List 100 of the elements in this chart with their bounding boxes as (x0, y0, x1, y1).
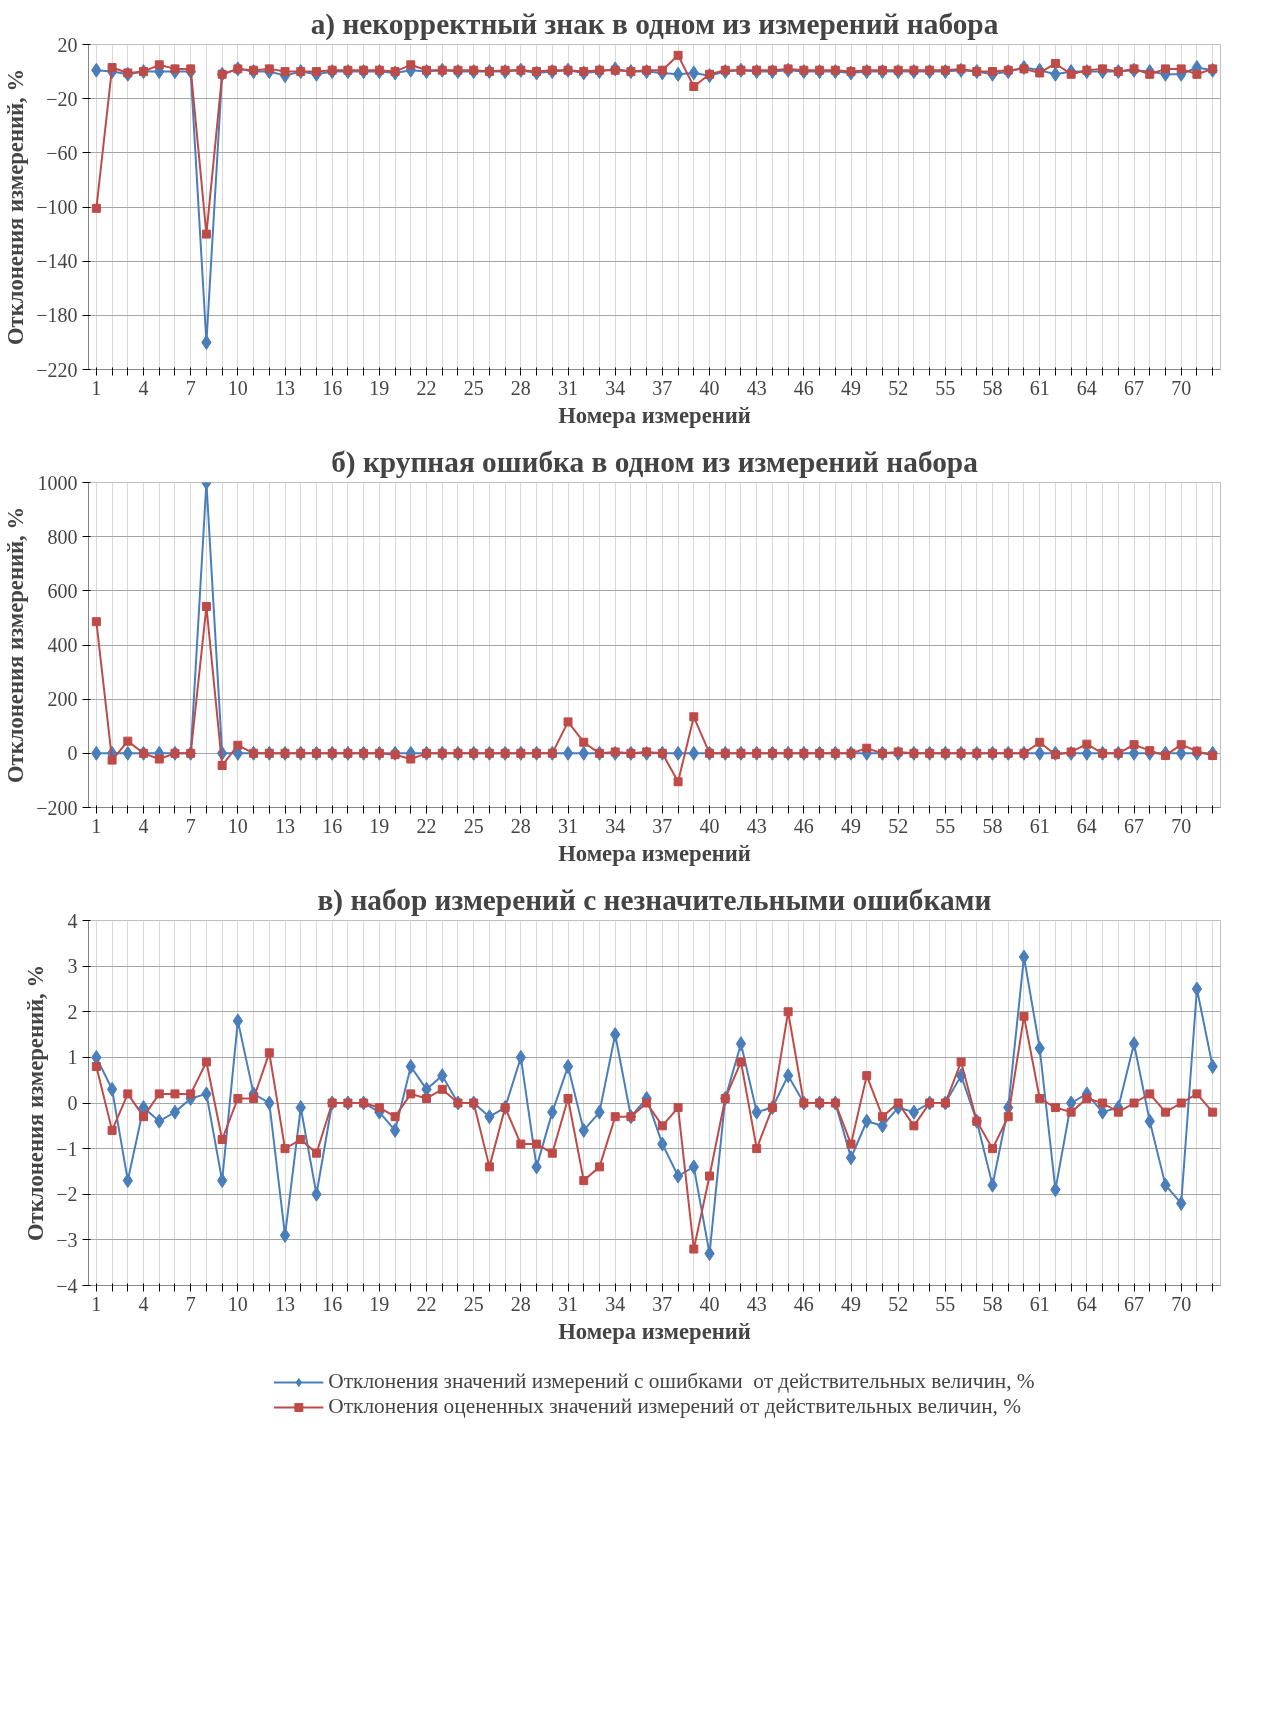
y-tick-label: 4 (67, 909, 78, 932)
x-tick-label: 43 (746, 814, 767, 837)
x-tick-label: 67 (1124, 1292, 1145, 1315)
x-tick-label: 19 (369, 376, 390, 399)
x-tick-label: 1 (91, 376, 102, 399)
y-tick-label: −3 (56, 1228, 78, 1251)
x-tick-label: 49 (841, 1292, 862, 1315)
x-tick-label: 40 (699, 814, 720, 837)
x-tick-label: 1 (91, 814, 102, 837)
y-tick-label: 600 (47, 579, 78, 602)
x-tick-label: 34 (605, 1292, 626, 1315)
x-tick-label: 16 (322, 814, 343, 837)
y-tick-label: 2 (67, 1000, 78, 1023)
x-tick-label: 70 (1171, 1292, 1192, 1315)
y-tick-label: 400 (47, 634, 78, 656)
chart-title: б) крупная ошибка в одном из измерений набора (331, 445, 979, 479)
x-tick-label: 19 (369, 1292, 390, 1315)
x-tick-label: 4 (138, 376, 149, 399)
x-tick-label: 40 (699, 1292, 720, 1315)
y-axis-title: Отклонения измерений, % (23, 964, 49, 1242)
y-tick-label: −140 (36, 250, 78, 273)
x-tick-label: 52 (888, 1292, 909, 1315)
legend-label: Отклонения оцененных значений измерений от действительных величин, % (328, 1394, 1021, 1419)
x-tick-label: 52 (888, 814, 909, 837)
x-tick-label: 64 (1076, 1292, 1097, 1315)
x-tick-label: 7 (185, 376, 196, 399)
x-tick-label: 13 (275, 814, 296, 837)
x-tick-label: 70 (1171, 376, 1192, 399)
x-tick-label: 46 (793, 1292, 814, 1315)
x-tick-label: 13 (275, 376, 296, 399)
x-tick-label: 64 (1076, 376, 1097, 399)
x-tick-label: 28 (510, 376, 531, 399)
x-tick-label: 49 (841, 814, 862, 837)
x-tick-label: 37 (652, 814, 673, 837)
y-tick-label: 200 (47, 688, 78, 711)
chart-title: а) некорректный знак в одном из измерений набора (310, 7, 999, 41)
y-tick-label: −100 (36, 196, 78, 218)
y-tick-label: −1 (56, 1137, 78, 1160)
x-tick-label: 31 (558, 1292, 579, 1315)
x-tick-label: 4 (138, 1292, 149, 1315)
x-tick-label: 31 (558, 814, 579, 837)
legend-label: Отклонения значений измерений с ошибками от действительных величин, % (328, 1369, 1035, 1394)
y-tick-label: −180 (36, 304, 78, 327)
y-tick-label: 3 (67, 955, 78, 978)
y-tick-label: −60 (46, 141, 78, 164)
x-tick-label: 7 (185, 1292, 196, 1315)
y-tick-label: −200 (36, 796, 78, 819)
y-axis-title: Отклонения измерений, % (3, 68, 29, 346)
x-tick-label: 55 (935, 814, 956, 837)
x-tick-label: 34 (605, 376, 626, 399)
x-tick-label: 13 (275, 1292, 296, 1315)
x-tick-label: 52 (888, 376, 909, 399)
x-tick-label: 46 (793, 376, 814, 399)
x-tick-label: 16 (322, 376, 343, 399)
x-tick-label: 10 (227, 1292, 248, 1315)
x-tick-label: 67 (1124, 376, 1145, 399)
x-tick-label: 58 (982, 814, 1003, 837)
x-tick-label: 58 (982, 1292, 1003, 1315)
x-tick-label: 31 (558, 376, 579, 399)
x-tick-label: 61 (1029, 376, 1050, 399)
x-tick-label: 43 (746, 1292, 767, 1315)
y-tick-label: −220 (36, 358, 78, 381)
chart-title: в) набор измерений с незначительными ошибками (317, 883, 992, 917)
x-tick-label: 43 (746, 376, 767, 399)
x-axis-title: Номера измерений (558, 840, 751, 866)
x-tick-label: 22 (416, 1292, 437, 1315)
y-tick-label: 0 (67, 1092, 78, 1114)
y-tick-label: 20 (57, 33, 78, 56)
x-tick-label: 25 (463, 814, 484, 837)
y-axis-title: Отклонения измерений, % (3, 506, 29, 784)
x-tick-label: 64 (1076, 814, 1097, 837)
x-tick-label: 28 (510, 1292, 531, 1315)
x-tick-label: 40 (699, 376, 720, 399)
y-tick-label: −20 (46, 87, 78, 110)
x-axis-title: Номера измерений (558, 402, 751, 428)
y-tick-label: 1000 (37, 471, 78, 494)
x-tick-label: 25 (463, 376, 484, 399)
x-tick-label: 55 (935, 376, 956, 399)
x-tick-label: 22 (416, 814, 437, 837)
x-tick-label: 7 (185, 814, 196, 837)
y-tick-label: 0 (67, 742, 78, 765)
x-axis-title: Номера измерений (558, 1318, 751, 1344)
x-tick-label: 19 (369, 814, 390, 837)
x-tick-label: 58 (982, 376, 1003, 399)
x-tick-label: 37 (652, 1292, 673, 1315)
y-tick-label: −4 (56, 1274, 78, 1297)
x-tick-label: 22 (416, 376, 437, 399)
x-tick-label: 67 (1124, 814, 1145, 837)
x-tick-label: 16 (322, 1292, 343, 1315)
x-tick-label: 25 (463, 1292, 484, 1315)
x-tick-label: 34 (605, 814, 626, 837)
x-tick-label: 55 (935, 1292, 956, 1315)
x-tick-label: 28 (510, 814, 531, 837)
x-tick-label: 10 (227, 814, 248, 837)
x-tick-label: 4 (138, 814, 149, 837)
x-tick-label: 37 (652, 376, 673, 399)
x-tick-label: 10 (227, 376, 248, 399)
x-tick-label: 61 (1029, 814, 1050, 837)
x-tick-label: 46 (793, 814, 814, 837)
x-tick-label: 61 (1029, 1292, 1050, 1315)
